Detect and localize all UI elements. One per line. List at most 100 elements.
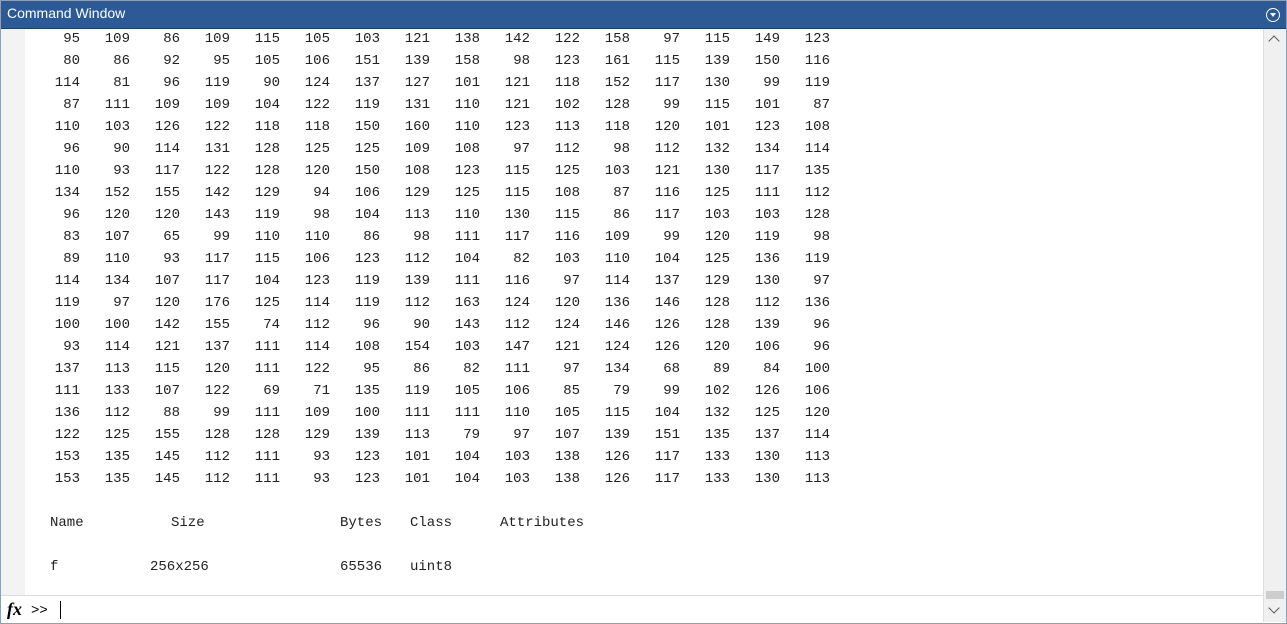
matrix-cell: 102 [704, 383, 730, 399]
matrix-cell: 121 [504, 97, 530, 113]
matrix-cell: 130 [754, 273, 780, 289]
matrix-cell: 104 [254, 273, 280, 289]
matrix-cell: 158 [454, 53, 480, 69]
matrix-cell: 98 [413, 229, 430, 245]
matrix-cell: 110 [304, 229, 330, 245]
matrix-cell: 105 [454, 383, 480, 399]
matrix-cell: 118 [604, 119, 630, 135]
matrix-cell: 111 [254, 339, 280, 355]
matrix-cell: 106 [804, 383, 830, 399]
matrix-cell: 129 [404, 185, 430, 201]
matrix-cell: 126 [654, 339, 680, 355]
matrix-cell: 138 [554, 471, 580, 487]
matrix-cell: 111 [254, 361, 280, 377]
matrix-cell: 113 [804, 471, 830, 487]
matrix-cell: 126 [654, 317, 680, 333]
matrix-cell: 136 [54, 405, 80, 421]
matrix-cell: 103 [604, 163, 630, 179]
matrix-cell: 139 [754, 317, 780, 333]
matrix-cell: 104 [254, 97, 280, 113]
matrix-cell: 119 [754, 229, 780, 245]
matrix-cell: 88 [163, 405, 180, 421]
matrix-cell: 116 [504, 273, 530, 289]
function-browser-icon[interactable]: fx [7, 599, 22, 619]
matrix-cell: 108 [354, 339, 380, 355]
matrix-cell: 124 [554, 317, 580, 333]
whos-cell: 256x256 [150, 559, 209, 575]
matrix-cell: 117 [154, 163, 180, 179]
window-menu-button[interactable] [1266, 8, 1280, 22]
matrix-cell: 87 [813, 97, 830, 113]
matrix-cell: 125 [704, 251, 730, 267]
cursor [60, 601, 61, 619]
matrix-cell: 93 [313, 471, 330, 487]
matrix-cell: 125 [754, 405, 780, 421]
matrix-cell: 126 [754, 383, 780, 399]
matrix-cell: 120 [204, 361, 230, 377]
matrix-cell: 115 [504, 185, 530, 201]
matrix-cell: 107 [154, 273, 180, 289]
matrix-cell: 111 [254, 449, 280, 465]
matrix-cell: 110 [454, 119, 480, 135]
matrix-cell: 108 [804, 119, 830, 135]
whos-header: Bytes [340, 515, 383, 531]
matrix-cell: 114 [804, 427, 830, 443]
matrix-cell: 118 [554, 75, 580, 91]
matrix-cell: 122 [204, 119, 230, 135]
matrix-cell: 90 [413, 317, 430, 333]
matrix-cell: 152 [604, 75, 630, 91]
matrix-cell: 106 [504, 383, 530, 399]
matrix-cell: 136 [804, 295, 830, 311]
matrix-cell: 129 [254, 185, 280, 201]
matrix-cell: 119 [254, 207, 280, 223]
matrix-cell: 133 [704, 449, 730, 465]
matrix-cell: 134 [604, 361, 630, 377]
matrix-cell: 119 [804, 251, 830, 267]
matrix-cell: 127 [404, 75, 430, 91]
matrix-cell: 95 [63, 31, 80, 47]
matrix-cell: 82 [513, 251, 530, 267]
matrix-cell: 135 [704, 427, 730, 443]
matrix-cell: 130 [754, 449, 780, 465]
matrix-cell: 122 [304, 97, 330, 113]
whos-cell: 65536 [340, 559, 383, 575]
matrix-cell: 131 [204, 141, 230, 157]
matrix-cell: 155 [204, 317, 230, 333]
matrix-cell: 111 [454, 405, 480, 421]
matrix-cell: 146 [654, 295, 680, 311]
matrix-cell: 120 [554, 295, 580, 311]
matrix-cell: 153 [54, 471, 80, 487]
matrix-cell: 110 [54, 163, 80, 179]
scroll-up[interactable] [1268, 35, 1280, 47]
matrix-cell: 137 [54, 361, 80, 377]
matrix-cell: 97 [563, 273, 580, 289]
matrix-cell: 128 [254, 141, 280, 157]
whos-header: Class [410, 515, 453, 531]
scrollbar[interactable] [1263, 29, 1286, 622]
matrix-cell: 135 [104, 471, 130, 487]
matrix-cell: 117 [204, 251, 230, 267]
matrix-cell: 111 [54, 383, 80, 399]
matrix-cell: 108 [554, 185, 580, 201]
matrix-cell: 134 [754, 141, 780, 157]
command-line[interactable]: fx >> [1, 595, 1263, 623]
matrix-cell: 136 [604, 295, 630, 311]
matrix-cell: 128 [604, 97, 630, 113]
scroll-down[interactable] [1268, 602, 1280, 614]
matrix-cell: 79 [463, 427, 480, 443]
matrix-cell: 97 [513, 427, 530, 443]
matrix-cell: 135 [804, 163, 830, 179]
whos-cell: f [50, 559, 59, 575]
matrix-cell: 114 [54, 273, 80, 289]
matrix-cell: 114 [154, 141, 180, 157]
matrix-cell: 120 [154, 207, 180, 223]
matrix-cell: 115 [254, 31, 280, 47]
matrix-cell: 125 [104, 427, 130, 443]
matrix-cell: 128 [804, 207, 830, 223]
matrix-cell: 68 [663, 361, 680, 377]
matrix-cell: 123 [754, 119, 780, 135]
matrix-cell: 104 [454, 449, 480, 465]
matrix-cell: 110 [504, 405, 530, 421]
matrix-cell: 143 [454, 317, 480, 333]
scroll-thumb[interactable] [1266, 591, 1284, 599]
